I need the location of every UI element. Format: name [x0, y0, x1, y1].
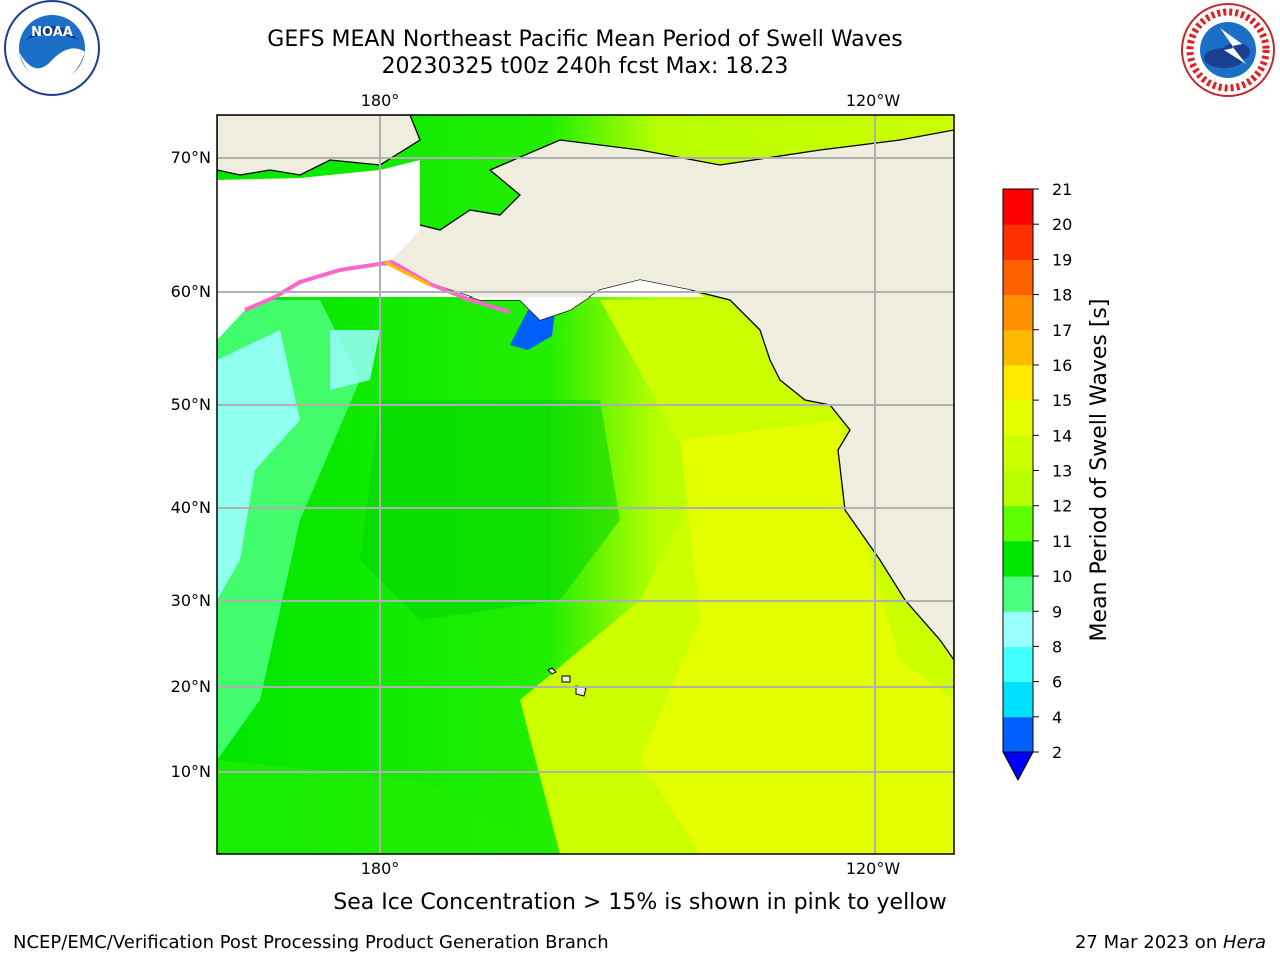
- chart-title: GEFS MEAN Northeast Pacific Mean Period …: [267, 27, 903, 52]
- colorbar-tick-label: 10: [1052, 567, 1072, 586]
- colorbar-label: Mean Period of Swell Waves [s]: [1087, 299, 1112, 642]
- colorbar-bin: [1003, 294, 1033, 331]
- colorbar-bin: [1003, 611, 1033, 647]
- lat-label-70n: 70°N: [171, 148, 211, 167]
- sea-ice-note: Sea Ice Concentration > 15% is shown in …: [333, 890, 947, 915]
- lat-label-40n: 40°N: [171, 498, 211, 517]
- colorbar-tick-label: 19: [1052, 250, 1072, 269]
- noaa-logo: NOAA: [4, 0, 100, 96]
- lat-label-10n: 10°N: [171, 762, 211, 781]
- colorbar-tick-label: 16: [1052, 356, 1072, 375]
- colorbar-bin: [1003, 716, 1033, 753]
- land-hawaii: [547, 667, 587, 697]
- map-frame: [216, 114, 955, 855]
- colorbar-bin: [1003, 329, 1033, 366]
- colorbar-tick-label: 20: [1052, 215, 1072, 234]
- lat-label-20n: 20°N: [171, 677, 211, 696]
- footer-date-text: 27 Mar 2023 on: [1074, 932, 1223, 953]
- colorbar-tick-label: 11: [1052, 532, 1072, 551]
- svg-text:NOAA: NOAA: [31, 25, 73, 40]
- colorbar-tick-label: 14: [1052, 426, 1072, 445]
- colorbar-tick-label: 9: [1052, 602, 1062, 621]
- swell-region-south: [217, 760, 560, 854]
- colorbar: 2 4 6 8 9 10 11 12 13 14 15 16 17 18 19 20 21: [1002, 180, 1072, 782]
- colorbar-tick-label: 4: [1052, 708, 1062, 727]
- colorbar-bin: [1003, 259, 1033, 296]
- colorbar-tick-label: 12: [1052, 497, 1072, 516]
- colorbar-bin: [1003, 470, 1033, 507]
- colorbar-bin: [1003, 435, 1033, 471]
- colorbar-bin: [1003, 576, 1033, 612]
- colorbar-tick-label: 15: [1052, 391, 1072, 410]
- colorbar-bin: [1003, 364, 1033, 401]
- lon-label-top-180: 180°: [361, 91, 400, 110]
- colorbar-bin: [1003, 189, 1033, 225]
- swell-region-2-4: [510, 310, 555, 350]
- colorbar-bin: [1003, 540, 1033, 577]
- map-area: [217, 115, 954, 854]
- swell-region-8-9b: [330, 330, 380, 390]
- colorbar-bin: [1003, 400, 1033, 436]
- footer-credit: NCEP/EMC/Verification Post Processing Pr…: [13, 932, 609, 953]
- footer-host: Hera: [1222, 932, 1266, 953]
- colorbar-tick-label: 21: [1052, 180, 1072, 199]
- lon-label-bottom-180: 180°: [361, 859, 400, 878]
- colorbar-tick-label: 18: [1052, 286, 1072, 305]
- chart-subtitle: 20230325 t00z 240h fcst Max: 18.23: [381, 54, 789, 79]
- lat-label-30n: 30°N: [171, 591, 211, 610]
- lon-label-bottom-120w: 120°W: [846, 859, 901, 878]
- colorbar-tick-label: 2: [1052, 743, 1062, 762]
- colorbar-tick-label: 8: [1052, 637, 1062, 656]
- sea-ice-fringe-yellow: [384, 260, 431, 287]
- lon-label-top-120w: 120°W: [846, 91, 901, 110]
- colorbar-bin: [1003, 505, 1033, 542]
- colorbar-tick-label: 6: [1052, 673, 1062, 692]
- no-data-arctic: [217, 160, 420, 340]
- no-data-bering: [275, 265, 705, 320]
- colorbar-bin: [1003, 681, 1033, 718]
- swell-region-10-11: [360, 400, 620, 620]
- lat-label-60n: 60°N: [171, 282, 211, 301]
- nws-logo: [1181, 3, 1275, 97]
- colorbar-extend-arrow: [1002, 751, 1034, 782]
- colorbar-tick-label: 17: [1052, 321, 1072, 340]
- sea-ice-fringe: [244, 259, 511, 314]
- lat-label-50n: 50°N: [171, 395, 211, 414]
- graticule: [217, 115, 954, 854]
- colorbar-tick-label: 13: [1052, 462, 1072, 481]
- land-chukotka: [217, 115, 421, 176]
- colorbar-bin: [1003, 224, 1033, 260]
- footer-date: 27 Mar 2023 on Hera: [1075, 932, 1266, 953]
- colorbar-bin: [1003, 646, 1033, 683]
- swell-region-8-9: [217, 330, 300, 600]
